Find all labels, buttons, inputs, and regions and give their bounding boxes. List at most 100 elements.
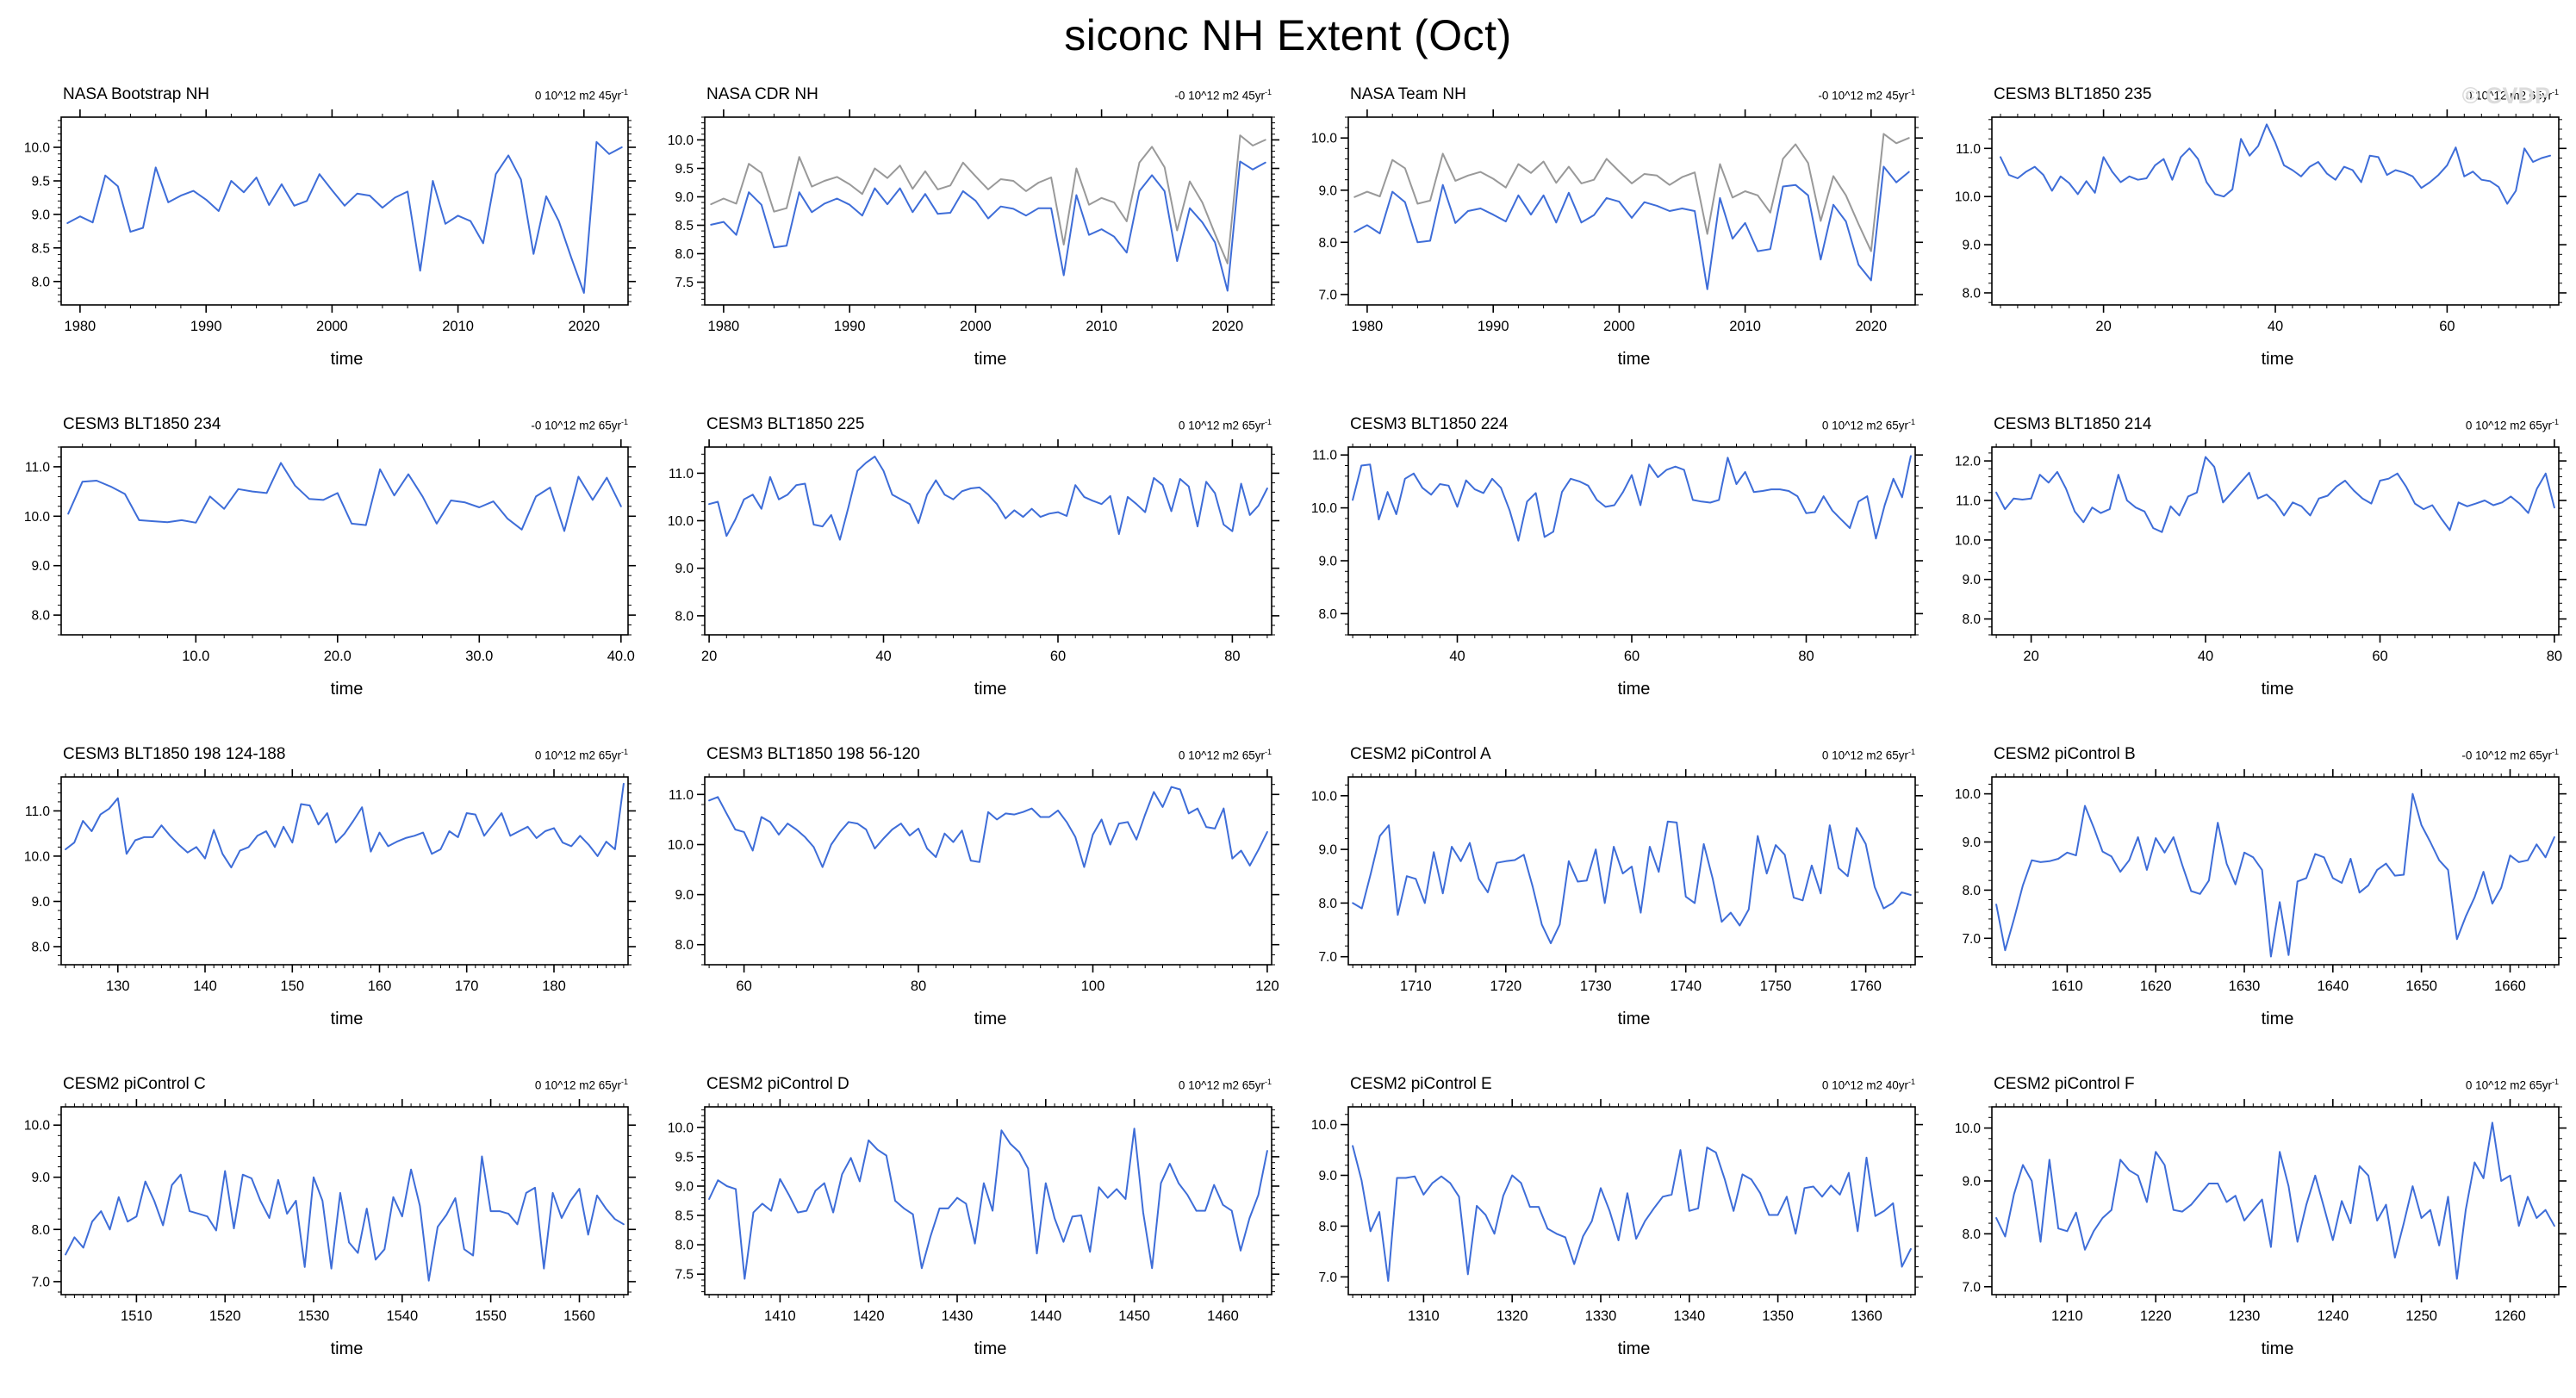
- svg-text:10.0: 10.0: [1955, 533, 1982, 548]
- panel-header: CESM2 piControl D 0 10^12 m2 65yr-1: [644, 1064, 1288, 1095]
- svg-text:10.0: 10.0: [24, 1119, 51, 1134]
- svg-text:1320: 1320: [1496, 1308, 1528, 1324]
- svg-text:1620: 1620: [2140, 979, 2172, 994]
- trend-text: 0 10^12 m2 65yr: [1821, 749, 1908, 761]
- svg-text:7.5: 7.5: [675, 276, 694, 290]
- svg-text:60: 60: [1624, 649, 1640, 664]
- svg-text:130: 130: [106, 979, 130, 994]
- trend-annotation: 0 10^12 m2 65yr-1: [1179, 1078, 1272, 1092]
- trend-exponent: -1: [620, 87, 628, 96]
- svg-text:8.0: 8.0: [675, 247, 694, 262]
- svg-text:7.0: 7.0: [1318, 950, 1337, 965]
- panel-nasa-bootstrap-nh: NASA Bootstrap NH 0 10^12 m2 45yr-1 1980…: [1, 74, 644, 404]
- svg-text:20.0: 20.0: [324, 649, 352, 664]
- svg-text:1240: 1240: [2317, 1308, 2349, 1324]
- trend-text: 0 10^12 m2 65yr: [2465, 89, 2552, 102]
- svg-text:1720: 1720: [1490, 979, 1521, 994]
- svg-text:12.0: 12.0: [1955, 455, 1982, 469]
- svg-text:1230: 1230: [2229, 1308, 2261, 1324]
- x-axis-label: time: [1617, 1339, 1651, 1358]
- chart-title: CESM2 piControl C: [63, 1075, 206, 1093]
- svg-text:11.0: 11.0: [25, 460, 50, 475]
- svg-text:8.0: 8.0: [31, 1223, 50, 1238]
- svg-text:40: 40: [2198, 649, 2213, 664]
- svg-text:1980: 1980: [1352, 319, 1384, 334]
- trend-annotation: -0 10^12 m2 45yr-1: [1174, 88, 1272, 103]
- svg-text:1510: 1510: [121, 1308, 152, 1324]
- svg-text:1450: 1450: [1118, 1308, 1150, 1324]
- svg-text:1990: 1990: [1478, 319, 1509, 334]
- trend-exponent: -1: [620, 417, 628, 426]
- x-axis-label: time: [974, 350, 1007, 369]
- svg-text:10.0: 10.0: [1311, 132, 1338, 146]
- svg-text:1610: 1610: [2051, 979, 2083, 994]
- svg-text:10.0: 10.0: [1955, 190, 1982, 205]
- svg-text:8.0: 8.0: [1318, 607, 1337, 622]
- svg-text:1990: 1990: [190, 319, 222, 334]
- svg-text:80: 80: [1798, 649, 1814, 664]
- svg-text:60: 60: [2372, 649, 2387, 664]
- chart-title: CESM3 BLT1850 224: [1350, 415, 1509, 433]
- svg-text:1980: 1980: [65, 319, 96, 334]
- trend-annotation: 0 10^12 m2 65yr-1: [1822, 748, 1915, 762]
- svg-text:20: 20: [2023, 649, 2038, 664]
- x-axis-label: time: [1617, 1010, 1651, 1028]
- svg-text:20: 20: [2095, 319, 2111, 334]
- svg-text:9.0: 9.0: [675, 562, 694, 576]
- chart-title: CESM3 BLT1850 198 56-120: [706, 745, 920, 763]
- svg-text:2010: 2010: [1729, 319, 1761, 334]
- svg-text:1630: 1630: [2229, 979, 2261, 994]
- svg-text:9.0: 9.0: [31, 208, 50, 222]
- trend-annotation: -0 10^12 m2 65yr-1: [2461, 748, 2559, 762]
- chart-title: CESM3 BLT1850 214: [1994, 415, 2152, 433]
- trend-text: -0 10^12 m2 45yr: [1174, 89, 1265, 102]
- chart-title: NASA CDR NH: [706, 85, 818, 103]
- line-chart: 130 140 150 160 170 180 8.0 9.0 10.0 11.0: [24, 769, 636, 994]
- trend-exponent: -1: [620, 1077, 628, 1086]
- chart-title: CESM2 piControl D: [706, 1075, 849, 1093]
- line-chart: 20 40 60 80 8.0 9.0 10.0 11.0 12.0: [1955, 439, 2567, 664]
- svg-text:9.0: 9.0: [31, 895, 50, 910]
- trend-exponent: -1: [1907, 747, 1915, 756]
- x-axis-label: time: [330, 350, 364, 369]
- svg-text:11.0: 11.0: [25, 805, 50, 819]
- svg-text:120: 120: [1255, 979, 1279, 994]
- cvdp-watermark: © CVDP: [2461, 83, 2550, 109]
- line-chart: 40 60 80 8.0 9.0 10.0 11.0: [1311, 439, 1923, 664]
- svg-text:1750: 1750: [1760, 979, 1792, 994]
- svg-text:1410: 1410: [764, 1308, 796, 1324]
- svg-text:9.0: 9.0: [675, 888, 694, 903]
- svg-text:1730: 1730: [1580, 979, 1612, 994]
- svg-text:10.0: 10.0: [1311, 789, 1338, 804]
- svg-text:2010: 2010: [442, 319, 474, 334]
- svg-text:140: 140: [193, 979, 217, 994]
- trend-exponent: -1: [1264, 1077, 1272, 1086]
- trend-text: 0 10^12 m2 65yr: [2465, 419, 2552, 432]
- trend-exponent: -1: [1264, 747, 1272, 756]
- svg-text:40: 40: [2268, 319, 2283, 334]
- trend-text: -0 10^12 m2 45yr: [1818, 89, 1908, 102]
- line-chart: 20 40 60 80 8.0 9.0 10.0 11.0: [668, 439, 1279, 664]
- svg-text:2010: 2010: [1086, 319, 1117, 334]
- svg-text:1550: 1550: [475, 1308, 507, 1324]
- panel-cesm2-picontrol-f: CESM2 piControl F 0 10^12 m2 65yr-1 1210…: [1932, 1064, 2575, 1394]
- x-axis-label: time: [330, 1339, 364, 1358]
- panel-cesm2-picontrol-c: CESM2 piControl C 0 10^12 m2 65yr-1 1510…: [1, 1064, 644, 1394]
- svg-text:10.0: 10.0: [1955, 1122, 1982, 1136]
- svg-text:11.0: 11.0: [1312, 449, 1337, 463]
- panel-header: CESM2 piControl F 0 10^12 m2 65yr-1: [1932, 1064, 2575, 1095]
- trend-annotation: 0 10^12 m2 40yr-1: [1822, 1078, 1915, 1092]
- trend-exponent: -1: [2551, 87, 2559, 96]
- svg-text:1650: 1650: [2405, 979, 2437, 994]
- line-chart: 1980 1990 2000 2010 2020 7.0 8.0 9.0 10.0: [1311, 109, 1923, 334]
- panel-header: CESM3 BLT1850 198 124-188 0 10^12 m2 65y…: [1, 734, 644, 765]
- line-chart: 1610 1620 1630 1640 1650 1660 7.0 8.0 9.0 10.0: [1955, 769, 2567, 994]
- svg-text:10.0: 10.0: [182, 649, 209, 664]
- svg-text:1360: 1360: [1851, 1308, 1882, 1324]
- svg-text:8.0: 8.0: [675, 938, 694, 953]
- svg-text:1440: 1440: [1030, 1308, 1061, 1324]
- x-axis-label: time: [2261, 1010, 2294, 1028]
- svg-text:1220: 1220: [2140, 1308, 2172, 1324]
- svg-text:7.0: 7.0: [1318, 288, 1337, 302]
- svg-text:8.0: 8.0: [1318, 897, 1337, 911]
